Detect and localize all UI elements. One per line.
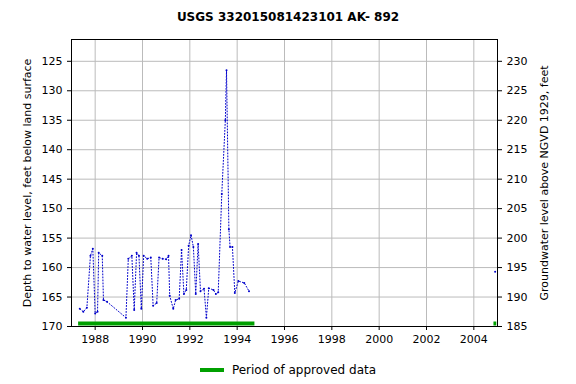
svg-text:1998: 1998: [318, 333, 346, 346]
svg-text:210: 210: [507, 173, 528, 186]
svg-text:150: 150: [42, 202, 63, 215]
html-text:Period of approved data: Period of approved data: [231, 363, 377, 377]
svg-text:130: 130: [42, 84, 63, 97]
svg-text:160: 160: [42, 261, 63, 274]
svg-text:215: 215: [507, 143, 528, 156]
svg-text:1996: 1996: [271, 333, 299, 346]
svg-text:140: 140: [42, 143, 63, 156]
svg-text:155: 155: [42, 232, 63, 245]
svg-text:145: 145: [42, 173, 63, 186]
svg-text:185: 185: [507, 320, 528, 333]
svg-text:Groundwater level above NGVD 1: Groundwater level above NGVD 1929, feet: [538, 65, 551, 301]
html-text:USGS 332015081423101 AK- 892: USGS 332015081423101 AK- 892: [176, 10, 400, 24]
svg-text:195: 195: [507, 261, 528, 274]
svg-text:125: 125: [42, 55, 63, 68]
svg-text:225: 225: [507, 84, 528, 97]
svg-text:170: 170: [42, 320, 63, 333]
svg-text:Depth to water level, feet bel: Depth to water level, feet below land su…: [21, 58, 34, 307]
svg-text:200: 200: [507, 232, 528, 245]
svg-text:220: 220: [507, 114, 528, 127]
svg-text:2000: 2000: [365, 333, 393, 346]
svg-text:1994: 1994: [223, 333, 251, 346]
svg-text:205: 205: [507, 202, 528, 215]
svg-text:190: 190: [507, 291, 528, 304]
svg-text:1990: 1990: [129, 333, 157, 346]
svg-text:230: 230: [507, 55, 528, 68]
svg-text:2004: 2004: [460, 333, 488, 346]
svg-text:2002: 2002: [413, 333, 441, 346]
svg-text:1992: 1992: [176, 333, 204, 346]
svg-text:165: 165: [42, 291, 63, 304]
svg-text:135: 135: [42, 114, 63, 127]
svg-text:1988: 1988: [81, 333, 109, 346]
